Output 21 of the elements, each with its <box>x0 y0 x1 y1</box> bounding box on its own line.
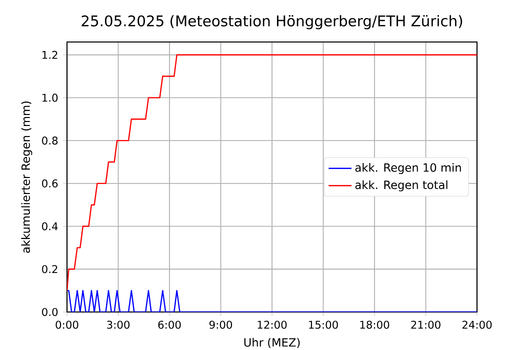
x-axis-title: Uhr (MEZ) <box>244 338 300 348</box>
y-tick-label: 0.2 <box>42 265 58 274</box>
x-tick-label: 6:00 <box>158 320 181 329</box>
x-tick-label: 12:00 <box>258 320 287 329</box>
y-tick-label: 1.0 <box>42 94 58 102</box>
legend-label: akk. Regen 10 min <box>355 163 461 174</box>
x-tick-label: 18:00 <box>360 320 390 329</box>
y-tick-label: 0.8 <box>42 136 58 145</box>
y-axis-title: akkumulierter Regen (mm) <box>21 102 32 253</box>
y-tick-label: 0.4 <box>42 222 58 230</box>
y-tick-label: 0.0 <box>42 308 58 316</box>
x-tick-label: 0:00 <box>56 320 78 329</box>
chart-title: 25.05.2025 (Meteostation Hönggerberg/ETH Zürich) <box>82 15 462 30</box>
x-tick-label: 9:00 <box>209 320 232 329</box>
x-tick-label: 21:00 <box>411 320 440 329</box>
y-tick-label: 0.6 <box>42 179 58 188</box>
x-tick-label: 3:00 <box>107 320 130 329</box>
x-tick-label: 15:00 <box>309 320 338 329</box>
y-tick-label: 1.2 <box>42 50 58 59</box>
legend-label: akk. Regen total <box>355 180 448 192</box>
x-tick-label: 24:00 <box>462 320 492 329</box>
